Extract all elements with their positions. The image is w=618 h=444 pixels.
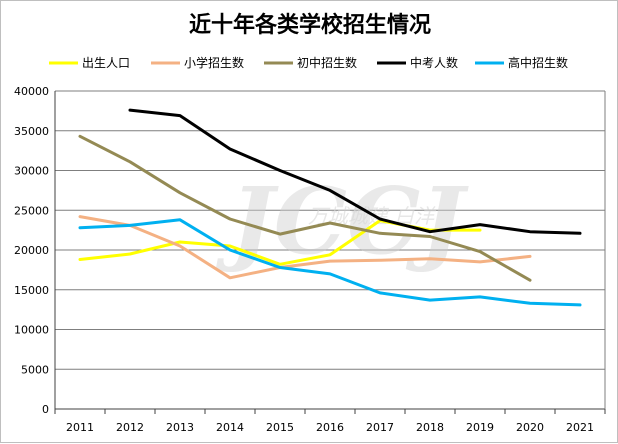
y-tick-label: 15000 [14,284,49,297]
legend: 出生人口 小学招生数 初中招生数 中考人数 高中招生数 [49,55,568,70]
y-tick-label: 40000 [14,85,49,98]
y-tick-label: 25000 [14,204,49,217]
x-tick-label: 2016 [316,421,344,434]
x-tick-label: 2018 [416,421,444,434]
y-tick-label: 35000 [14,125,49,138]
legend-label: 高中招生数 [508,55,568,70]
x-tick-label: 2011 [66,421,94,434]
series-line [78,134,532,282]
x-tick-label: 2012 [116,421,144,434]
x-tick-label: 2019 [466,421,494,434]
series-line [78,218,582,307]
x-tick-label: 2020 [516,421,544,434]
x-axis: 2011 2012 2013 2014 2015 2016 2017 2018 2019 2020… [54,409,606,434]
legend-label: 出生人口 [82,56,130,70]
series-line [128,108,582,235]
y-tick-label: 0 [42,403,49,416]
series-line [78,215,532,280]
x-tick-label: 2013 [166,421,194,434]
chart-title: 近十年各类学校招生情况 [189,12,431,38]
y-tick-label: 20000 [14,244,49,257]
y-axis: 0 5000 10000 15000 20000 25000 30000 35000 40000 [14,85,49,416]
y-tick-label: 30000 [14,165,49,178]
x-tick-label: 2021 [566,421,594,434]
x-tick-label: 2017 [366,421,394,434]
x-tick-label: 2015 [266,421,294,434]
series-lines [78,108,582,307]
y-tick-label: 10000 [14,324,49,337]
legend-label: 初中招生数 [297,55,357,70]
legend-label: 小学招生数 [184,55,244,70]
x-tick-label: 2014 [216,421,244,434]
y-tick-label: 5000 [21,363,49,376]
legend-label: 中考人数 [410,55,458,70]
